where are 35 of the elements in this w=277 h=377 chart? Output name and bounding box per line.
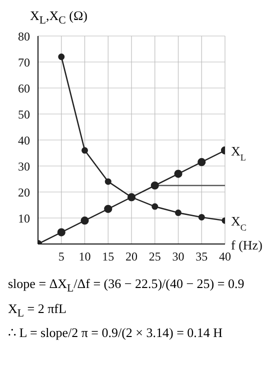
y-tick-label: 80 (18, 29, 30, 44)
text: slope = ΔX$_{L}$/Δf = (36 − 22.5)/(40 − 25) = 0.9 (8, 275, 246, 297)
y-tick-label: 60 (18, 81, 30, 96)
point (82, 147, 88, 154)
point (150, 181, 159, 190)
x-tick-label: 35 (196, 250, 208, 264)
y-tick-label: 30 (18, 159, 30, 174)
point (198, 214, 205, 220)
y-tick-label: 50 (18, 107, 30, 122)
point (198, 158, 206, 166)
point (104, 178, 112, 185)
y-tick-label: 10 (18, 211, 30, 226)
point (57, 228, 66, 236)
point (104, 204, 112, 213)
point (175, 210, 182, 216)
x-tick-label: 40 (219, 250, 231, 264)
y-axis-title: X$_{L}$,X$_{C}$ (Ω) (30, 8, 88, 27)
point (174, 170, 182, 178)
x-tick-label: 15 (102, 250, 114, 264)
y-tick-label: 70 (18, 55, 30, 70)
text: ∴ L = slope/2 π = 0.9/(2 × 3.14) = 0.14 H (8, 324, 224, 342)
x-tick-label: 20 (126, 250, 138, 264)
text: X$_{L}$ = 2 πfL (8, 300, 68, 322)
x-tick-label: 5 (58, 250, 64, 264)
y-tick-label: 40 (18, 133, 30, 148)
x-tick-label: 25 (148, 250, 161, 264)
point (80, 216, 89, 225)
series-label: X$_{C}$ (231, 214, 246, 233)
point (152, 203, 158, 210)
x-tick-label: 10 (78, 250, 91, 264)
point (58, 54, 65, 60)
x-tick-label: 30 (172, 250, 184, 264)
y-tick-label: 20 (18, 185, 30, 200)
x-axis-title: f (Hz) (231, 238, 262, 253)
series-label: X$_{L}$ (231, 143, 246, 162)
